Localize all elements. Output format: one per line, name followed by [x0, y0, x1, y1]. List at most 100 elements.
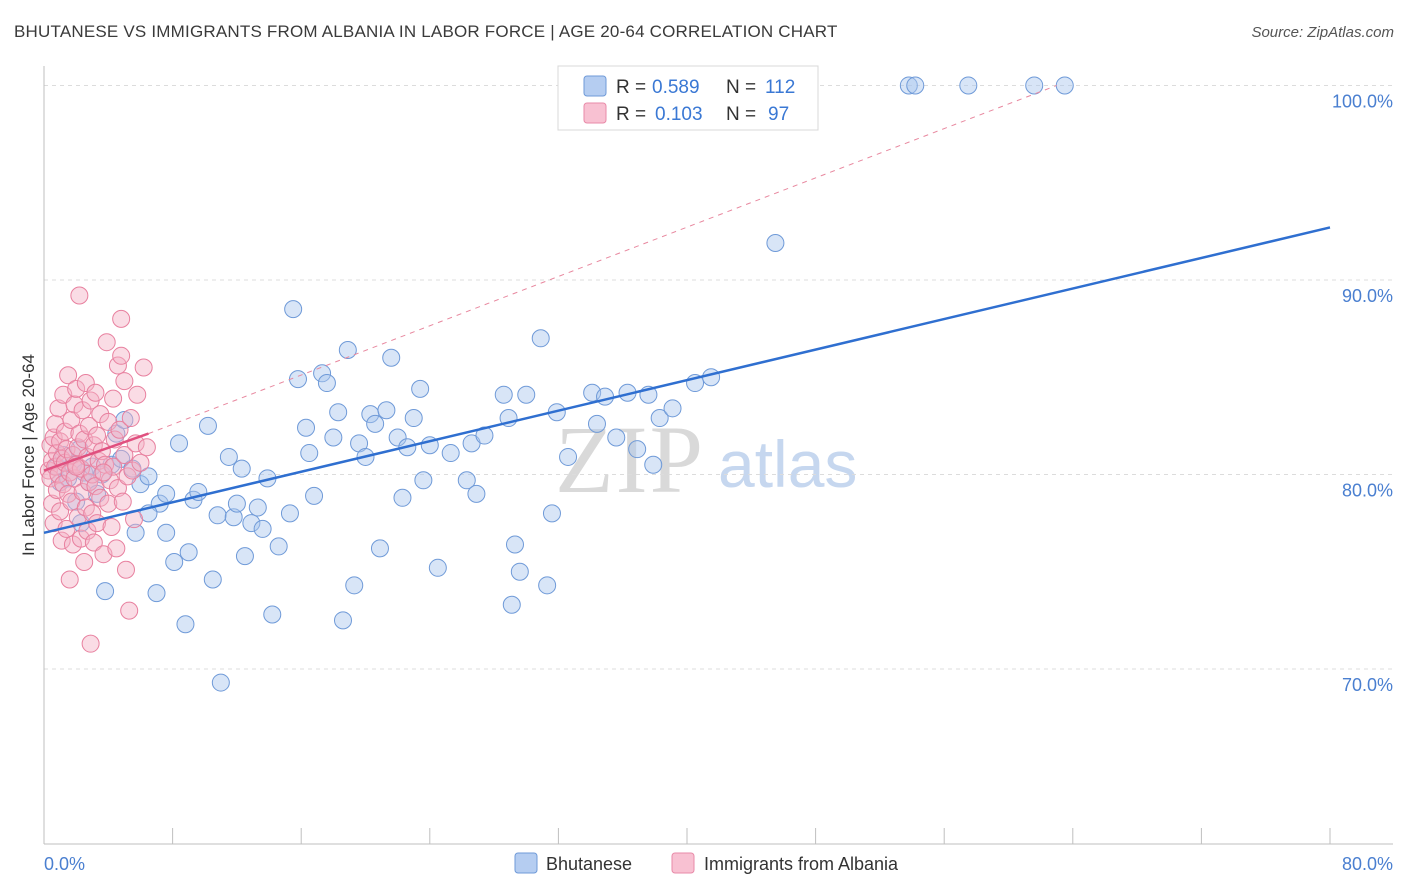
bhutanese-point — [650, 409, 669, 428]
bhutanese-point — [457, 471, 476, 490]
bhutanese-point — [517, 385, 536, 404]
legend-r-label-2: R = — [616, 104, 646, 125]
y-tick-label: 70.0% — [1342, 675, 1393, 695]
bottom-legend-swatch-blue — [514, 852, 538, 874]
bhutanese-point — [542, 504, 561, 523]
y-tick-label: 80.0% — [1342, 480, 1393, 500]
albania-point — [84, 533, 103, 552]
albania-point — [76, 374, 95, 393]
bhutanese-point — [663, 399, 682, 418]
bhutanese-point — [211, 673, 230, 692]
albania-point — [121, 409, 140, 428]
albania-point — [102, 517, 121, 536]
bhutanese-point — [224, 508, 243, 527]
legend-r-label-1: R = — [616, 77, 646, 98]
albania-point — [108, 356, 127, 375]
bhutanese-point — [235, 547, 254, 566]
albania-point — [52, 531, 71, 550]
bhutanese-point — [644, 455, 663, 474]
albania-point — [104, 457, 123, 476]
albania-point — [118, 467, 137, 486]
bhutanese-point — [297, 418, 316, 437]
bhutanese-point — [587, 414, 606, 433]
y-tick-label: 90.0% — [1342, 286, 1393, 306]
albania-point — [86, 383, 105, 402]
albania-point — [94, 463, 113, 482]
legend-r-value-1: 0.589 — [652, 77, 700, 98]
albania-point — [120, 601, 139, 620]
bhutanese-point — [505, 535, 524, 554]
albania-point — [70, 286, 89, 305]
watermark-zip: ZIP — [555, 406, 705, 513]
bhutanese-point — [531, 329, 550, 348]
bhutanese-point — [126, 523, 145, 542]
bhutanese-point — [766, 233, 785, 252]
y-axis-title: In Labor Force | Age 20-64 — [19, 354, 38, 556]
bottom-legend-label-albania: Immigrants from Albania — [704, 854, 899, 874]
correlation-legend: R = 0.589 N = 112 R = 0.103 N = 97 — [557, 65, 819, 131]
bhutanese-point — [253, 519, 272, 538]
bhutanese-point — [219, 447, 238, 466]
data-points — [39, 76, 1074, 692]
trend-lines — [43, 84, 1331, 535]
bhutanese-point — [242, 514, 261, 533]
bhutanese-trend-line — [43, 226, 1331, 535]
albania-point — [108, 479, 127, 498]
bhutanese-point — [1055, 76, 1074, 95]
albania-point — [131, 453, 150, 472]
bhutanese-point — [329, 403, 348, 422]
chart-title: BHUTANESE VS IMMIGRANTS FROM ALBANIA IN … — [14, 22, 838, 41]
albania-point — [137, 438, 156, 457]
albania-point — [116, 560, 135, 579]
albania-point — [115, 446, 134, 464]
watermark: ZIP atlas — [555, 406, 857, 513]
albania-point — [112, 346, 131, 365]
bhutanese-point — [414, 471, 433, 490]
albania-point — [60, 570, 79, 589]
albania-point — [70, 424, 89, 443]
bhutanese-point — [208, 506, 227, 525]
bhutanese-point — [411, 379, 430, 398]
bhutanese-point — [115, 410, 134, 429]
albania-point — [113, 492, 132, 511]
bhutanese-point — [906, 76, 925, 95]
albania-point — [81, 634, 100, 653]
bhutanese-point — [284, 300, 303, 319]
albania-point — [112, 309, 131, 328]
legend-swatch-blue — [583, 75, 607, 97]
bhutanese-point — [300, 444, 319, 463]
albania-point — [115, 372, 134, 391]
bhutanese-point — [165, 552, 184, 571]
bhutanese-point — [96, 582, 115, 601]
bhutanese-point — [899, 76, 918, 95]
bhutanese-point — [263, 605, 282, 624]
x-tick-label-min: 0.0% — [44, 854, 85, 874]
bhutanese-point — [227, 494, 246, 513]
albania-point — [65, 469, 84, 488]
bhutanese-point — [502, 595, 521, 614]
bhutanese-point — [467, 484, 486, 503]
bhutanese-point — [628, 440, 647, 459]
bhutanese-point — [170, 434, 189, 453]
bhutanese-point — [345, 576, 364, 595]
bhutanese-point — [280, 504, 299, 523]
albania-point — [59, 366, 78, 385]
bhutanese-point — [203, 570, 222, 589]
bhutanese-point — [333, 611, 352, 630]
albania-point — [110, 420, 129, 439]
albania-point — [54, 475, 73, 494]
legend-n-value-2: 97 — [768, 104, 789, 125]
albania-point — [107, 539, 126, 558]
bhutanese-point — [317, 374, 336, 393]
bhutanese-point — [147, 584, 166, 603]
bottom-legend-swatch-pink — [671, 852, 695, 874]
bhutanese-point — [176, 615, 195, 634]
bhutanese-point — [702, 368, 721, 387]
albania-trend-extension — [148, 84, 1057, 435]
bhutanese-point — [157, 523, 176, 542]
bhutanese-point — [139, 467, 158, 486]
bhutanese-point — [959, 76, 978, 95]
bhutanese-point — [559, 447, 578, 466]
legend-n-label-2: N = — [726, 104, 756, 125]
